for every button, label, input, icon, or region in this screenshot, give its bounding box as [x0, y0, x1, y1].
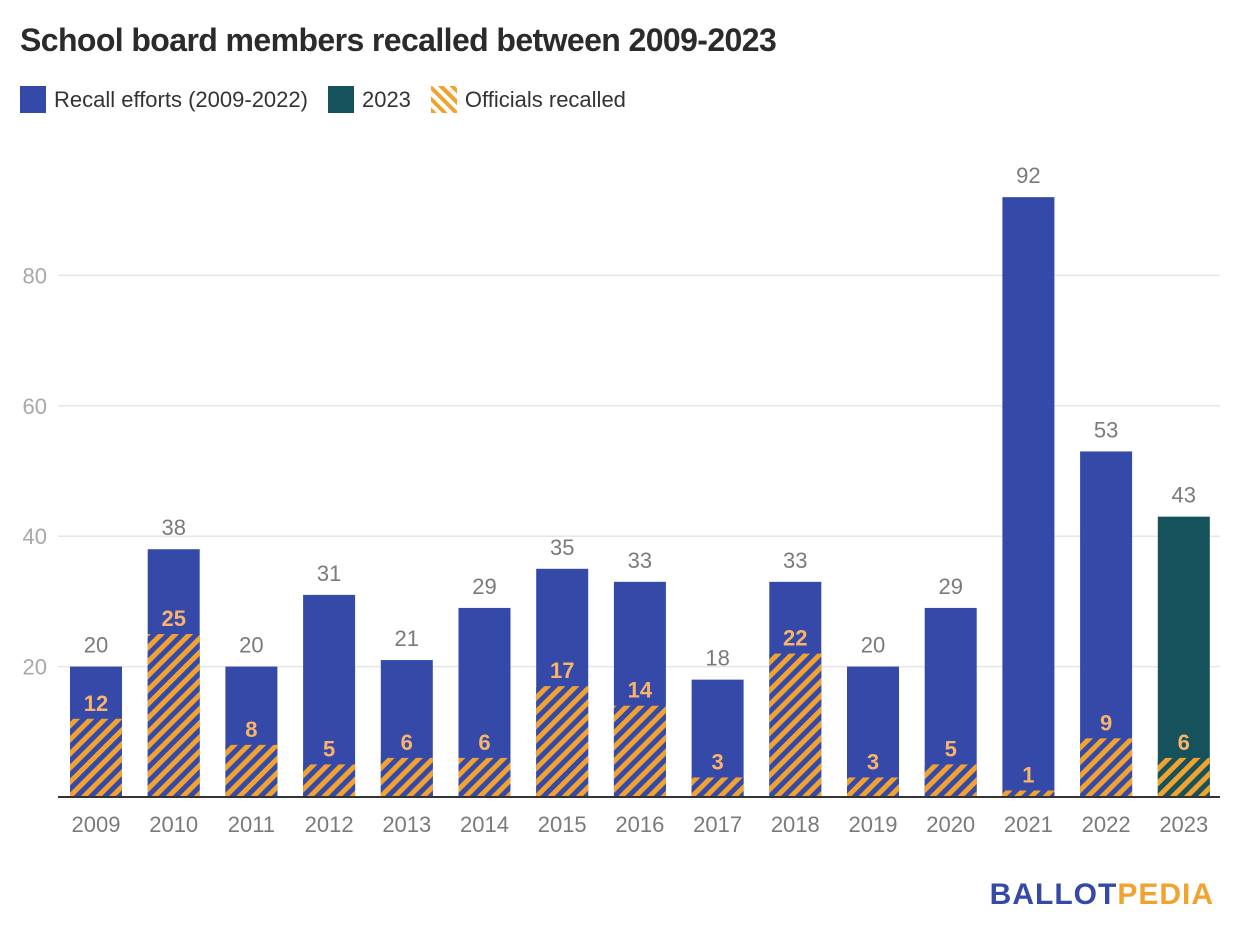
value-label: 29 — [472, 574, 496, 599]
legend-item-officials-recalled: Officials recalled — [430, 86, 626, 113]
x-tick-label: 2019 — [849, 812, 898, 837]
bar-officials-recalled — [1080, 738, 1133, 797]
recalled-label: 5 — [323, 736, 335, 761]
bar-officials-recalled — [380, 757, 433, 797]
bar-officials-recalled — [147, 634, 200, 797]
bar-officials-recalled — [613, 705, 666, 797]
bar-officials-recalled — [303, 764, 356, 797]
recalled-label: 5 — [945, 736, 957, 761]
bar-recall-efforts — [303, 594, 356, 797]
bar-officials-recalled — [70, 718, 122, 797]
recalled-label: 6 — [1178, 730, 1190, 755]
legend-item-recall-efforts: Recall efforts (2009-2022) — [20, 86, 308, 113]
value-label: 43 — [1172, 483, 1196, 508]
bar-officials-recalled — [225, 744, 278, 797]
bar-officials-recalled — [691, 777, 744, 797]
bar-officials-recalled — [847, 777, 899, 797]
bar-officials-recalled — [1157, 757, 1210, 797]
bar-recall-efforts — [1157, 516, 1210, 797]
x-tick-label: 2018 — [771, 812, 820, 837]
legend-swatch-2023 — [327, 86, 354, 113]
recalled-label: 14 — [628, 678, 653, 703]
value-label: 20 — [239, 633, 263, 658]
value-label: 92 — [1016, 163, 1040, 188]
x-tick-label: 2014 — [460, 812, 509, 837]
value-label: 18 — [705, 646, 729, 671]
logo-part-pedia: PEDIA — [1117, 878, 1214, 911]
recalled-label: 22 — [783, 626, 807, 651]
x-tick-label: 2020 — [926, 812, 975, 837]
recalled-label: 9 — [1100, 710, 1112, 735]
value-label: 38 — [161, 515, 185, 540]
value-label: 29 — [938, 574, 962, 599]
x-tick-label: 2021 — [1004, 812, 1053, 837]
x-tick-label: 2011 — [228, 812, 275, 837]
bar-officials-recalled — [769, 653, 822, 797]
recalled-label: 6 — [401, 730, 413, 755]
legend-swatch-officials-recalled — [430, 86, 457, 113]
recalled-label: 17 — [550, 658, 574, 683]
x-tick-label: 2017 — [693, 812, 742, 837]
recalled-label: 6 — [478, 730, 490, 755]
bars — [70, 197, 1210, 797]
x-tick-label: 2009 — [72, 812, 121, 837]
labels: 2012200938252010208201131520122162013296… — [58, 163, 1220, 837]
bar-recall-efforts — [1002, 197, 1055, 797]
ballotpedia-logo: BALLOTPEDIA — [990, 878, 1214, 912]
recalled-label: 8 — [245, 717, 257, 742]
legend: Recall efforts (2009-2022) 2023 Official… — [20, 86, 646, 113]
recalled-label: 12 — [84, 691, 108, 716]
value-label: 20 — [84, 633, 108, 658]
legend-swatch-recall-efforts — [20, 86, 46, 113]
bar-officials-recalled — [458, 757, 511, 797]
x-tick-label: 2015 — [538, 812, 587, 837]
recalled-label: 3 — [711, 749, 723, 774]
value-label: 35 — [550, 535, 574, 560]
value-label: 33 — [783, 548, 807, 573]
x-tick-label: 2016 — [615, 812, 664, 837]
y-tick-label: 60 — [23, 394, 47, 419]
legend-label: Officials recalled — [464, 86, 626, 112]
value-label: 31 — [317, 561, 341, 586]
x-tick-label: 2012 — [305, 812, 354, 837]
y-tick-label: 20 — [23, 655, 47, 680]
y-tick-label: 40 — [23, 524, 47, 549]
recalled-label: 3 — [867, 749, 879, 774]
recalled-label: 1 — [1022, 762, 1034, 787]
x-tick-label: 2013 — [382, 812, 431, 837]
logo-part-ballot: BALLOT — [989, 878, 1118, 911]
value-label: 33 — [628, 548, 652, 573]
bar-officials-recalled — [536, 686, 589, 797]
value-label: 21 — [395, 626, 419, 651]
bar-officials-recalled — [924, 764, 977, 797]
x-tick-label: 2022 — [1082, 812, 1131, 837]
bar-officials-recalled — [1002, 790, 1055, 797]
chart-title: School board members recalled between 20… — [20, 22, 777, 58]
x-tick-label: 2023 — [1159, 812, 1208, 837]
value-label: 20 — [861, 633, 885, 658]
y-tick-label: 80 — [23, 263, 47, 288]
value-label: 53 — [1094, 417, 1118, 442]
x-tick-label: 2010 — [149, 812, 198, 837]
legend-label: Recall efforts (2009-2022) — [54, 86, 308, 112]
recalled-label: 25 — [161, 606, 185, 631]
legend-label: 2023 — [361, 86, 411, 112]
bar-recall-efforts — [847, 666, 899, 797]
legend-item-2023: 2023 — [327, 86, 411, 113]
